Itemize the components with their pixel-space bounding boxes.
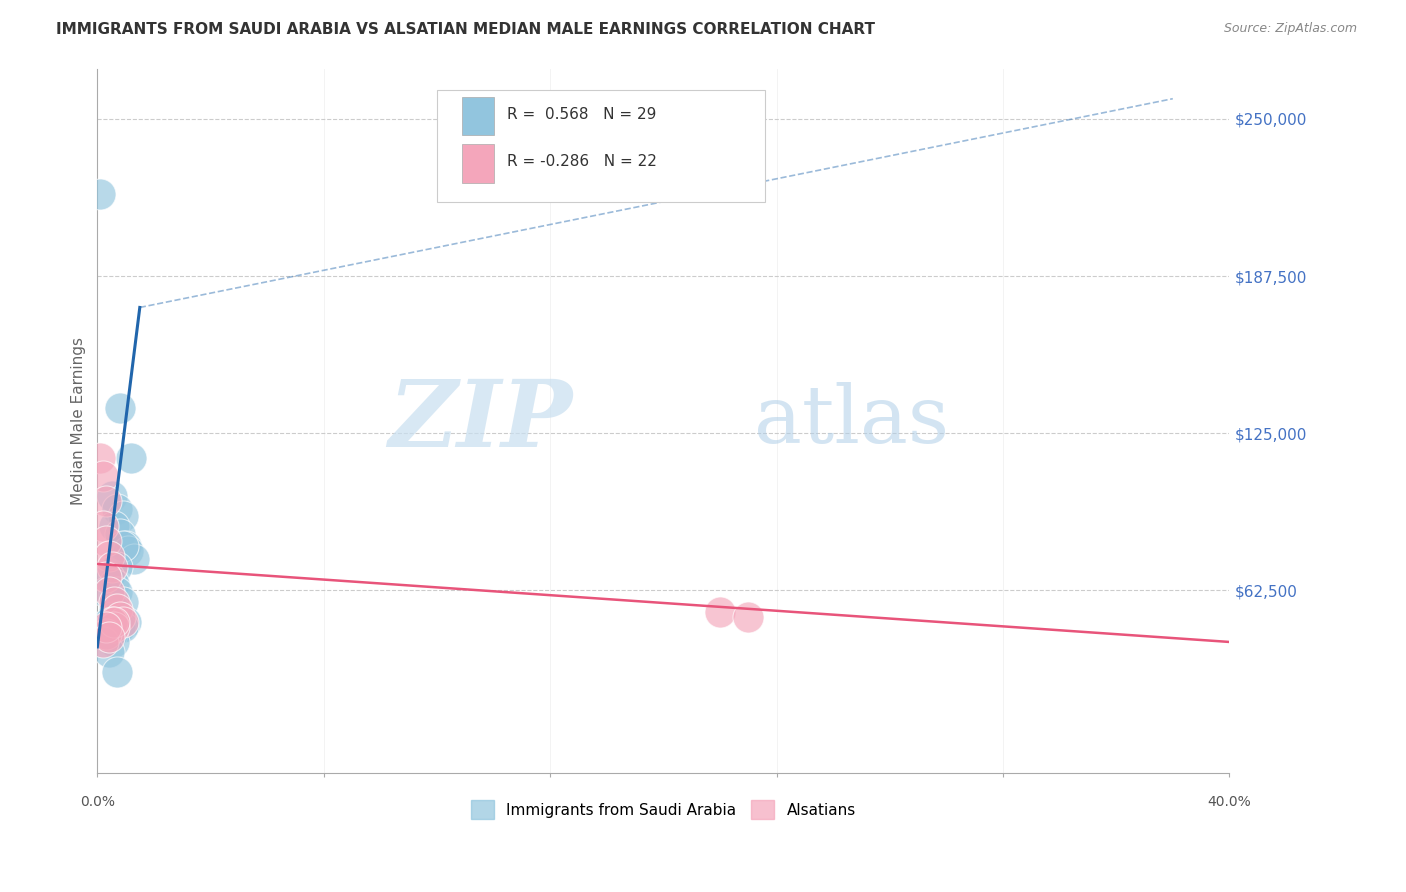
Point: [111, 595, 134, 609]
Point: [105, 602, 128, 616]
Text: Source: ZipAtlas.com: Source: ZipAtlas.com: [1223, 22, 1357, 36]
Point: [100, 609, 122, 624]
Point: [94, 569, 117, 583]
FancyBboxPatch shape: [437, 90, 765, 202]
Point: [111, 615, 134, 629]
Point: [108, 609, 131, 624]
Point: [103, 620, 125, 634]
Text: atlas: atlas: [754, 382, 949, 459]
Text: IMMIGRANTS FROM SAUDI ARABIA VS ALSATIAN MEDIAN MALE EARNINGS CORRELATION CHART: IMMIGRANTS FROM SAUDI ARABIA VS ALSATIAN…: [56, 22, 876, 37]
Text: R = -0.286   N = 22: R = -0.286 N = 22: [508, 154, 657, 169]
Point: [94, 620, 117, 634]
Point: [91, 635, 114, 649]
Point: [94, 584, 117, 599]
Point: [114, 540, 136, 554]
Point: [97, 645, 120, 659]
Bar: [463, 96, 494, 136]
Point: [94, 534, 117, 549]
Point: [97, 549, 120, 564]
Point: [108, 526, 131, 541]
Text: ZIP: ZIP: [388, 376, 572, 466]
Legend: Immigrants from Saudi Arabia, Alsatians: Immigrants from Saudi Arabia, Alsatians: [465, 794, 862, 825]
Point: [100, 627, 122, 641]
Point: [97, 584, 120, 599]
Point: [105, 584, 128, 599]
Point: [97, 615, 120, 629]
Point: [105, 665, 128, 680]
Point: [103, 519, 125, 533]
Point: [103, 595, 125, 609]
Text: R =  0.568   N = 29: R = 0.568 N = 29: [508, 107, 657, 122]
Point: [111, 540, 134, 554]
Bar: [463, 144, 494, 183]
Point: [108, 609, 131, 624]
Point: [108, 401, 131, 415]
Point: [100, 489, 122, 503]
Point: [737, 609, 759, 624]
Point: [94, 494, 117, 508]
Point: [114, 615, 136, 629]
Point: [111, 509, 134, 524]
Point: [97, 569, 120, 583]
Point: [122, 552, 145, 566]
Point: [117, 544, 139, 558]
Point: [89, 187, 111, 202]
Point: [100, 615, 122, 629]
Point: [103, 602, 125, 616]
Point: [91, 519, 114, 533]
Y-axis label: Median Male Earnings: Median Male Earnings: [72, 336, 86, 505]
Point: [97, 630, 120, 644]
Point: [103, 577, 125, 591]
Text: 40.0%: 40.0%: [1208, 795, 1251, 809]
Point: [89, 451, 111, 466]
Text: 0.0%: 0.0%: [80, 795, 115, 809]
Point: [120, 451, 142, 466]
Point: [94, 627, 117, 641]
Point: [91, 469, 114, 483]
Point: [100, 559, 122, 574]
Point: [103, 635, 125, 649]
Point: [709, 605, 731, 619]
Point: [108, 620, 131, 634]
Point: [105, 501, 128, 516]
Point: [105, 559, 128, 574]
Point: [103, 615, 125, 629]
Point: [111, 620, 134, 634]
